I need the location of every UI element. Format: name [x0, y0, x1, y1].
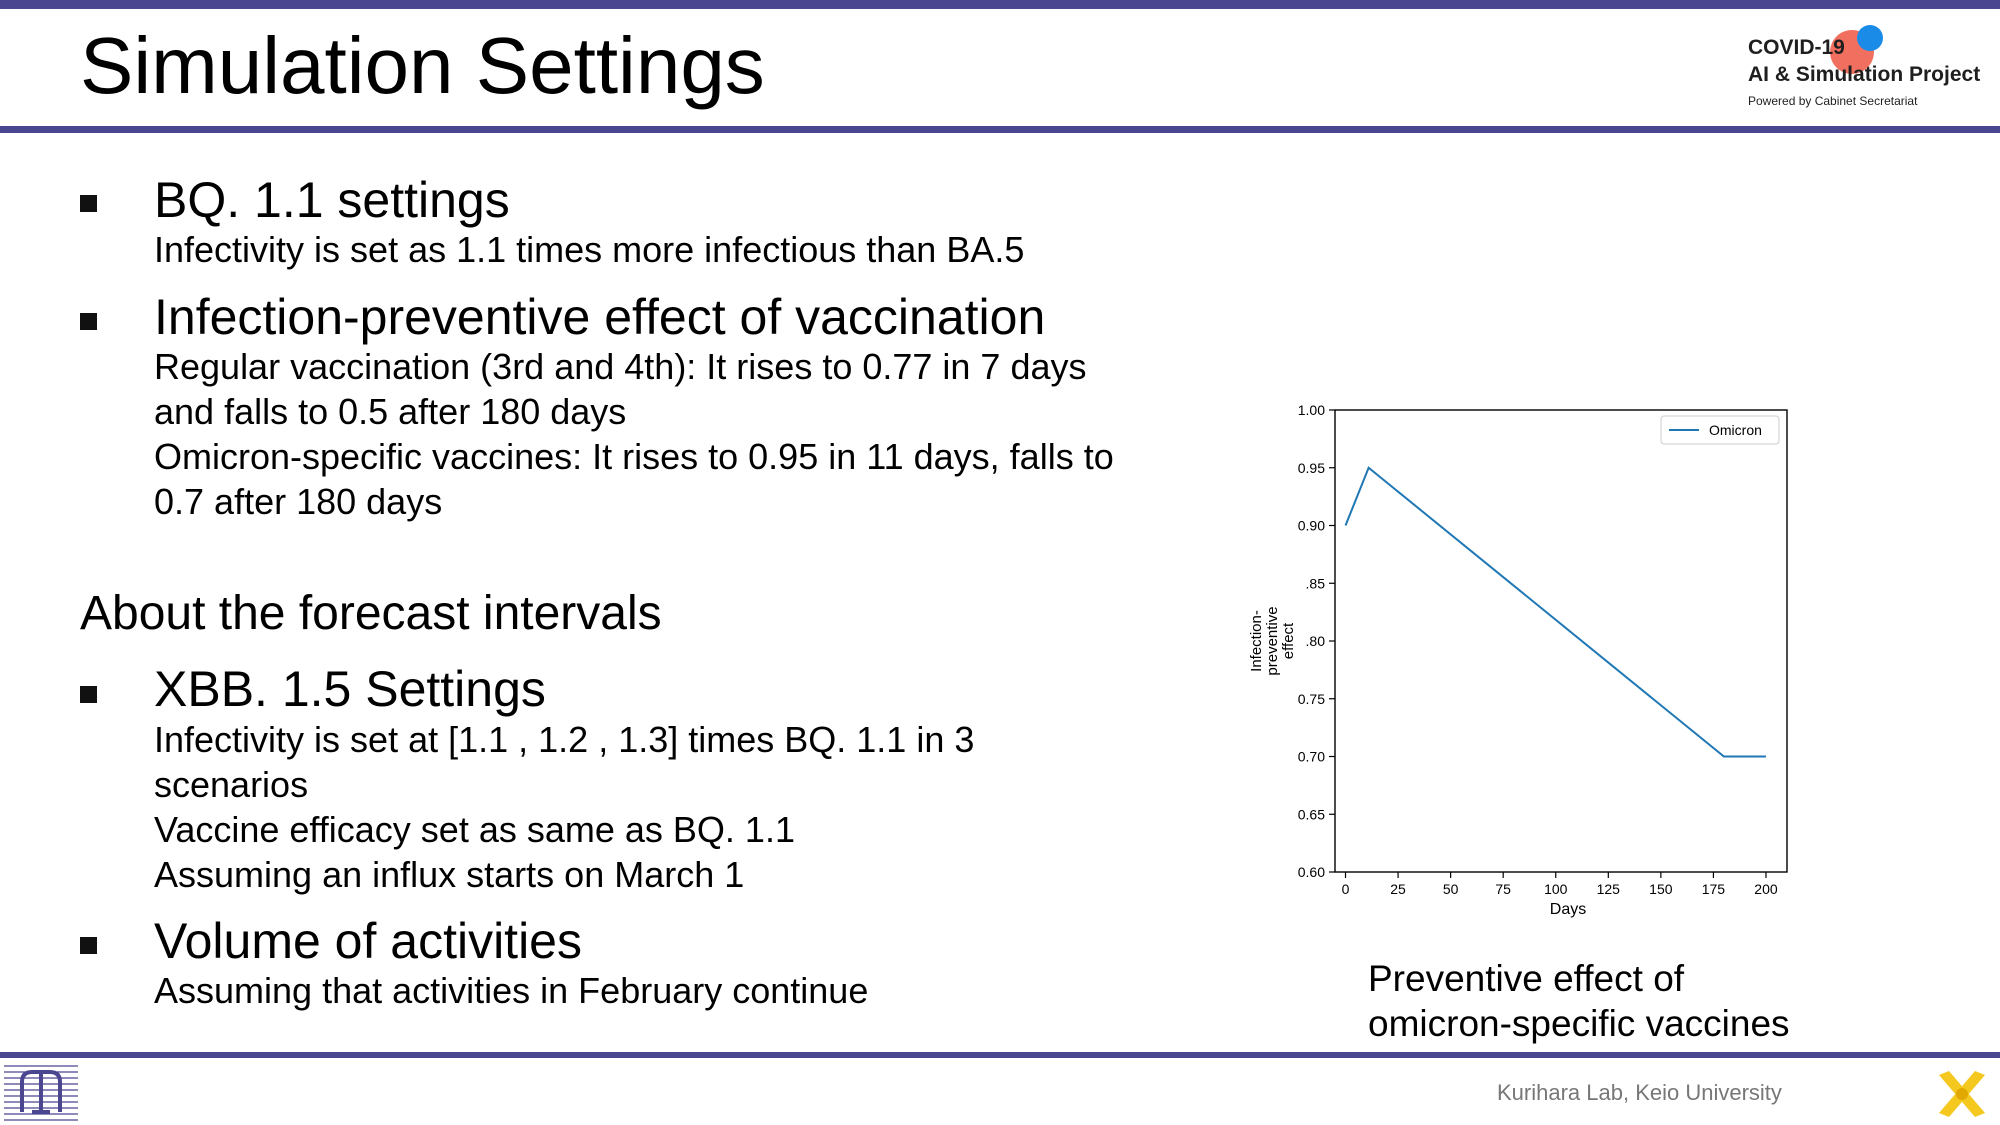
text-xbb-line-2: scenarios: [154, 764, 309, 805]
x-logo-icon: [1939, 1071, 1985, 1117]
chart-x-axis-label: Days: [1550, 901, 1586, 918]
x-tick-label: 100: [1544, 881, 1568, 897]
x-tick-label: 125: [1597, 881, 1621, 897]
chart-x-axis: 0 25 50 75 100 125 150 175 200: [1342, 872, 1778, 897]
x-tick-label: 150: [1649, 881, 1673, 897]
text-vaccine-line-4: 0.7 after 180 days: [154, 481, 443, 522]
chart-caption-line-2: omicron-specific vaccines: [1368, 1003, 1790, 1044]
y-tick-label: 0.90: [1298, 518, 1325, 534]
forecast-intervals-heading: About the forecast intervals: [80, 587, 662, 640]
heading-vaccine-effect: Infection-preventive effect of vaccinati…: [154, 289, 1046, 345]
y-tick-label: .85: [1306, 575, 1326, 591]
y-tick-label: .80: [1306, 633, 1326, 649]
y-tick-label: 0.60: [1298, 864, 1325, 880]
y-axis-label-line: effect: [1280, 622, 1297, 659]
bullet-bq-icon: [80, 195, 97, 212]
bullet-vaccine-icon: [80, 313, 97, 330]
text-xbb-line-4: Assuming an influx starts on March 1: [154, 854, 745, 895]
x-tick-label: 175: [1702, 881, 1726, 897]
chart-series-layer: [1344, 466, 1766, 758]
text-vaccine-line-1: Regular vaccination (3rd and 4th): It ri…: [154, 346, 1087, 387]
x-tick-label: 75: [1495, 881, 1511, 897]
chart-plot-frame: [1334, 409, 1788, 873]
y-tick-label: 1.00: [1298, 402, 1325, 418]
text-vaccine-line-3: Omicron-specific vaccines: It rises to 0…: [154, 436, 1114, 477]
bullet-xbb-icon: [80, 686, 97, 703]
heading-bq-settings: BQ. 1.1 settings: [154, 172, 510, 228]
title-divider: [0, 126, 2000, 133]
lab-logo-icon: [4, 1065, 78, 1121]
footer-divider: [0, 1052, 2000, 1058]
page-title: Simulation Settings: [80, 21, 765, 110]
y-tick-label: 0.75: [1298, 691, 1325, 707]
chart-legend: Omicron: [1660, 415, 1780, 445]
logo-text-line3: Powered by Cabinet Secretariat: [1748, 94, 1918, 108]
legend-box: [1660, 415, 1780, 445]
footer-credit: Kurihara Lab, Keio University: [1497, 1080, 1782, 1105]
legend-label: Omicron: [1709, 422, 1762, 438]
logo-text-line1: COVID-19: [1748, 36, 1845, 59]
x-tick-label: 200: [1754, 881, 1778, 897]
heading-xbb-settings: XBB. 1.5 Settings: [154, 661, 546, 717]
y-tick-label: 0.70: [1298, 749, 1325, 765]
x-tick-label: 25: [1390, 881, 1406, 897]
y-axis-label-line: Infection-: [1248, 610, 1265, 672]
text-bq-line-1: Infectivity is set as 1.1 times more inf…: [154, 229, 1025, 270]
series-line-omicron: [1344, 466, 1766, 758]
x-tick-label: 50: [1443, 881, 1459, 897]
text-xbb-line-3: Vaccine efficacy set as same as BQ. 1.1: [154, 809, 795, 850]
logo-blue-dot-icon: [1857, 25, 1883, 51]
y-tick-label: 0.65: [1298, 806, 1325, 822]
text-activities-line-1: Assuming that activities in February con…: [154, 970, 869, 1011]
chart-y-axis: 0.60 0.65 0.70 0.75 .80 .85 0.90 0.95 1.00: [1298, 402, 1335, 880]
chart-caption-line-1: Preventive effect of: [1368, 958, 1685, 999]
top-accent-bar: [0, 0, 2000, 9]
chart-caption: Preventive effect of omicron-specific va…: [1368, 956, 1790, 1046]
text-xbb-line-1: Infectivity is set at [1.1 , 1.2 , 1.3] …: [154, 719, 975, 760]
y-tick-label: 0.95: [1298, 460, 1325, 476]
chart-y-axis-label: Infection-preventive effect: [1248, 606, 1297, 675]
logo-text-line2: AI & Simulation Project: [1748, 63, 1981, 86]
bullet-activities-icon: [80, 937, 97, 954]
text-vaccine-line-2: and falls to 0.5 after 180 days: [154, 391, 627, 432]
heading-volume-activities: Volume of activities: [154, 913, 582, 969]
y-axis-label-line: preventive: [1264, 606, 1281, 675]
x-tick-label: 0: [1342, 881, 1350, 897]
